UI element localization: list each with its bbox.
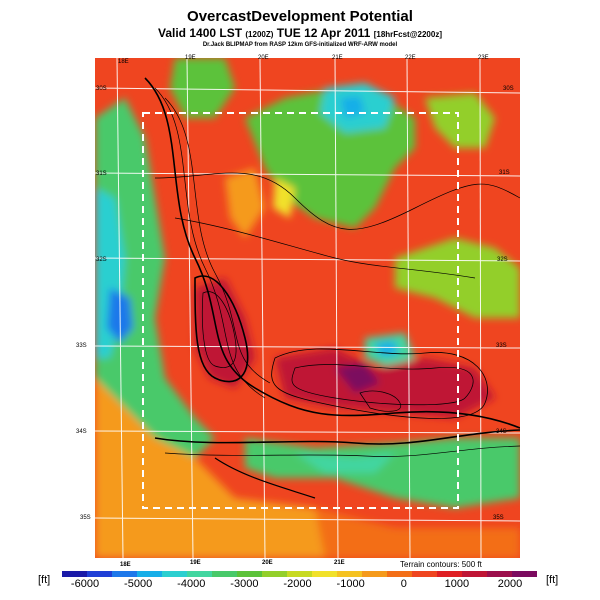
- lon-label-top: 22E: [405, 55, 416, 61]
- lon-label-bottom: 21E: [334, 560, 345, 566]
- color-swatch: [387, 571, 412, 577]
- lat-label-right: 34S: [496, 429, 507, 435]
- color-swatch: [162, 571, 187, 577]
- forecast-hour: [18hrFcst@2200z]: [373, 30, 442, 39]
- lon-label-bottom: 19E: [190, 560, 201, 566]
- color-swatch: [287, 571, 312, 577]
- lon-label-top: 19E: [185, 55, 196, 61]
- lon-label-top: 20E: [258, 55, 269, 61]
- color-scale-tick-label: -6000: [70, 578, 100, 590]
- color-scale-tick-label: -2000: [283, 578, 312, 590]
- terrain-contour-note: Terrain contours: 500 ft: [400, 560, 482, 569]
- lat-label-right: 32S: [497, 257, 508, 263]
- color-swatch: [187, 571, 212, 577]
- lon-label-bottom: 18E: [120, 562, 131, 568]
- color-swatch: [337, 571, 362, 577]
- color-scale-tick-label: 0: [400, 578, 407, 590]
- lat-lon-grid: [95, 58, 520, 558]
- domain-boundary: [142, 112, 459, 509]
- color-swatch: [87, 571, 112, 577]
- map-subtitle: Valid 1400 LST (1200Z) TUE 12 Apr 2011 […: [0, 26, 600, 40]
- lat-label-right: 30S: [503, 86, 514, 92]
- lat-label-left: 34S: [76, 429, 87, 435]
- utc-time: (1200Z): [245, 30, 274, 39]
- color-swatch: [362, 571, 387, 577]
- model-credit: Dr.Jack BLIPMAP from RASP 12km GFS-initi…: [202, 42, 398, 48]
- lat-label-left: 30S: [96, 86, 107, 92]
- color-scale-tick-label: -1000: [336, 578, 365, 590]
- lat-label-right: 35S: [493, 515, 504, 521]
- lon-label-top: 18E: [118, 59, 129, 65]
- overcast-potential-map: [95, 58, 520, 558]
- lat-label-left: 32S: [96, 257, 107, 263]
- color-swatch: [487, 571, 512, 577]
- color-scale-tick-label: -5000: [124, 578, 153, 590]
- lat-label-right: 33S: [496, 343, 507, 349]
- color-swatch: [137, 571, 162, 577]
- field-blobs: [95, 58, 520, 558]
- color-scale-tick-label: -4000: [177, 578, 206, 590]
- color-scale-tick-label: -3000: [230, 578, 259, 590]
- unit-label-right: [ft]: [546, 574, 559, 586]
- color-scale-tick-label: 2000: [497, 578, 523, 590]
- lat-label-right: 31S: [499, 170, 510, 176]
- valid-time: Valid 1400 LST: [158, 26, 243, 40]
- color-swatch: [412, 571, 437, 577]
- color-swatch: [312, 571, 337, 577]
- map-title: OvercastDevelopment Potential: [187, 8, 413, 25]
- color-scale-ticks: -6000 -5000 -4000 -3000 -2000 -1000 0 1000 2000: [0, 578, 600, 592]
- lat-label-left: 35S: [80, 515, 91, 521]
- color-swatch: [62, 571, 87, 577]
- color-swatch: [237, 571, 262, 577]
- lon-label-bottom: 20E: [262, 560, 273, 566]
- terrain-contours: [144, 77, 520, 499]
- color-swatch: [212, 571, 237, 577]
- lat-label-left: 33S: [76, 343, 87, 349]
- color-scale-bar: [62, 571, 537, 577]
- color-swatch: [262, 571, 287, 577]
- color-swatch: [112, 571, 137, 577]
- color-scale-tick-label: 1000: [444, 578, 470, 590]
- color-swatch: [462, 571, 487, 577]
- lat-label-left: 31S: [96, 171, 107, 177]
- valid-date: TUE 12 Apr 2011: [276, 26, 371, 40]
- color-swatch: [512, 571, 537, 577]
- lon-label-top: 23E: [478, 55, 489, 61]
- unit-label-left: [ft]: [38, 574, 51, 586]
- color-swatch: [437, 571, 462, 577]
- lon-label-top: 21E: [332, 55, 343, 61]
